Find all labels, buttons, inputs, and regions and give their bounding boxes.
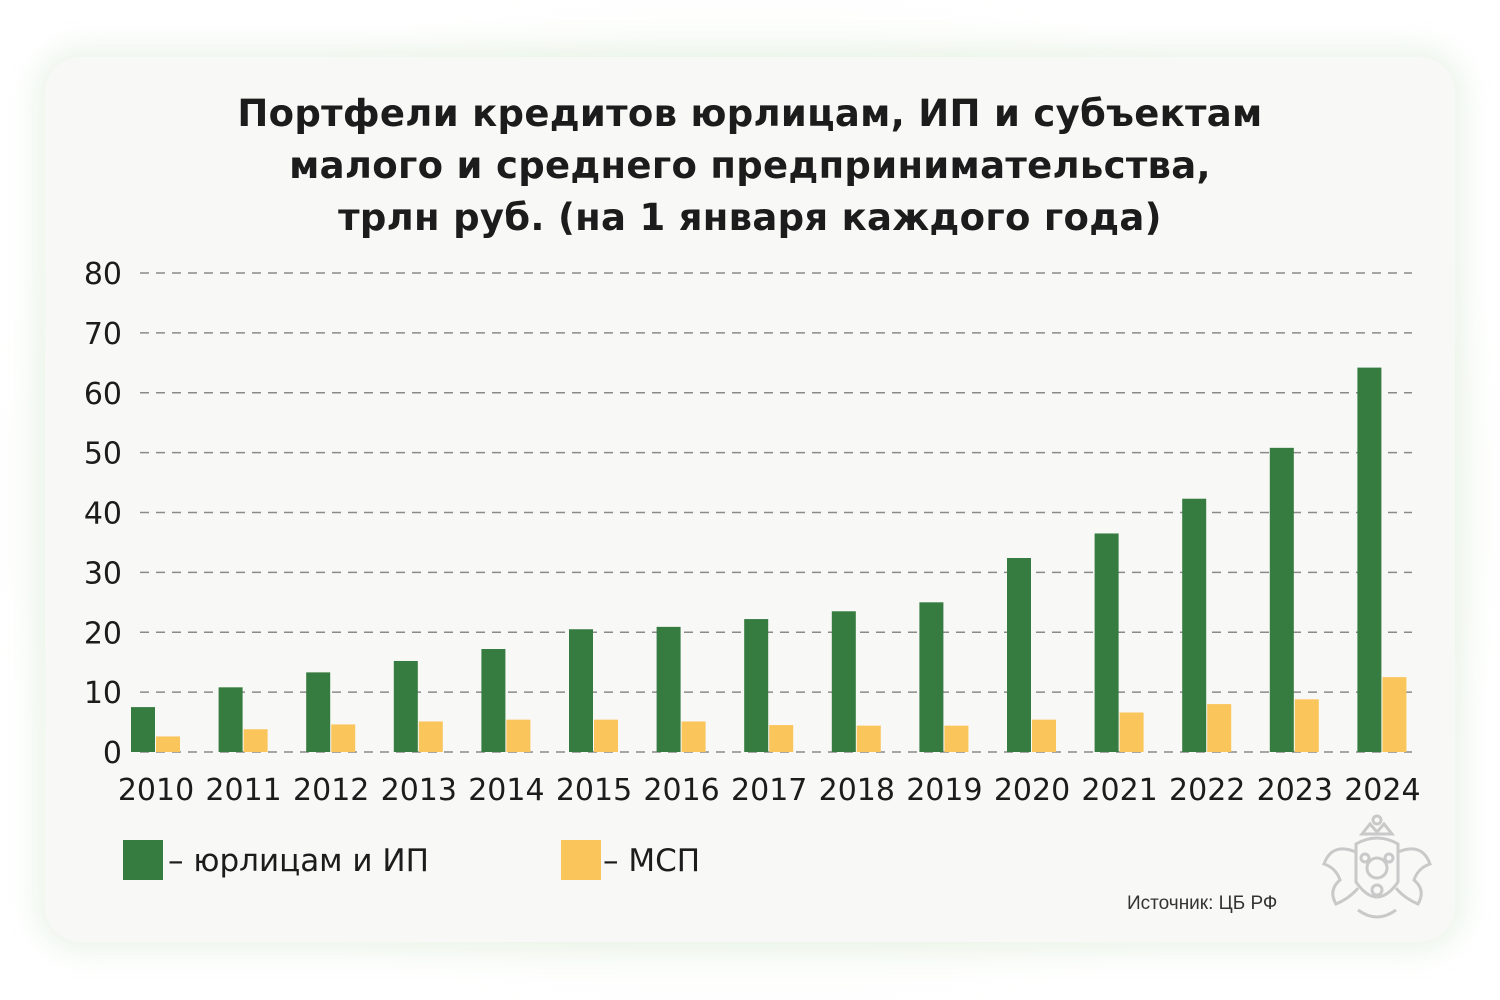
bar-sme-2013: [418, 721, 443, 752]
x-tick-label: 2013: [381, 773, 457, 808]
x-tick-label: 2014: [468, 773, 544, 808]
title-line-3: трлн руб. (на 1 января каждого года): [338, 196, 1162, 239]
bar-sme-2019: [944, 725, 969, 752]
bar-sme-2021: [1119, 712, 1144, 752]
y-tick-label: 0: [103, 736, 122, 771]
chart-title: Портфели кредитов юрлицам, ИП и субъекта…: [0, 88, 1500, 244]
x-tick-label: 2017: [731, 773, 807, 808]
y-tick-label: 30: [84, 556, 122, 591]
bar-legal-entities-2020: [1007, 558, 1031, 752]
title-line-2: малого и среднего предпринимательства,: [289, 144, 1211, 187]
bar-legal-entities-2012: [306, 672, 331, 752]
bar-legal-entities-2018: [831, 611, 856, 752]
x-tick-label: 2015: [556, 773, 632, 808]
legend-label-sme: – МСП: [603, 843, 700, 879]
bar-sme-2017: [769, 725, 794, 752]
x-tick-label: 2019: [906, 773, 982, 808]
bar-sme-2024: [1382, 677, 1407, 752]
bar-legal-entities-2019: [919, 602, 944, 752]
bar-legal-entities-2010: [131, 707, 155, 752]
x-tick-label: 2018: [819, 773, 895, 808]
x-tick-label: 2012: [293, 773, 369, 808]
bar-legal-entities-2024: [1357, 367, 1382, 752]
bar-legal-entities-2014: [481, 649, 506, 752]
x-tick-label: 2021: [1081, 773, 1157, 808]
bar-sme-2020: [1032, 719, 1056, 752]
bar-sme-2022: [1207, 704, 1232, 752]
x-tick-label: 2011: [205, 773, 281, 808]
bar-legal-entities-2011: [218, 687, 243, 752]
bar-legal-entities-2016: [656, 626, 681, 752]
source-note: Источник: ЦБ РФ: [1127, 893, 1278, 914]
x-tick-label: 2010: [118, 773, 194, 808]
bar-sme-2016: [681, 721, 706, 752]
x-tick-label: 2024: [1344, 773, 1420, 808]
y-tick-label: 40: [84, 497, 122, 532]
bar-sme-2014: [506, 719, 531, 752]
x-tick-label: 2023: [1257, 773, 1333, 808]
title-line-1: Портфели кредитов юрлицам, ИП и субъекта…: [237, 92, 1263, 135]
bar-sme-2015: [594, 719, 618, 752]
bar-sme-2011: [243, 729, 268, 752]
x-tick-label: 2020: [994, 773, 1070, 808]
y-tick-label: 80: [84, 257, 122, 292]
bar-legal-entities-2022: [1182, 498, 1207, 752]
y-tick-label: 10: [84, 676, 122, 711]
bar-sme-2023: [1294, 699, 1319, 752]
coat-of-arms-watermark: [1322, 814, 1432, 919]
bar-legal-entities-2023: [1269, 447, 1294, 752]
bar-sme-2012: [331, 724, 356, 752]
y-tick-label: 50: [84, 437, 122, 472]
legend-swatch-sme: [561, 840, 601, 880]
chart-card: [45, 57, 1455, 942]
legend-label-legal-entities: – юрлицам и ИП: [168, 843, 429, 879]
bar-legal-entities-2021: [1094, 533, 1119, 752]
bar-sme-2018: [856, 725, 881, 752]
x-tick-label: 2016: [643, 773, 719, 808]
bar-legal-entities-2017: [744, 619, 769, 752]
bar-legal-entities-2015: [569, 629, 593, 752]
y-tick-label: 70: [84, 317, 122, 352]
bar-sme-2010: [156, 736, 180, 752]
x-tick-label: 2022: [1169, 773, 1245, 808]
bar-legal-entities-2013: [393, 660, 418, 752]
y-tick-label: 20: [84, 616, 122, 651]
legend-swatch-legal-entities: [123, 840, 163, 880]
y-tick-label: 60: [84, 377, 122, 412]
